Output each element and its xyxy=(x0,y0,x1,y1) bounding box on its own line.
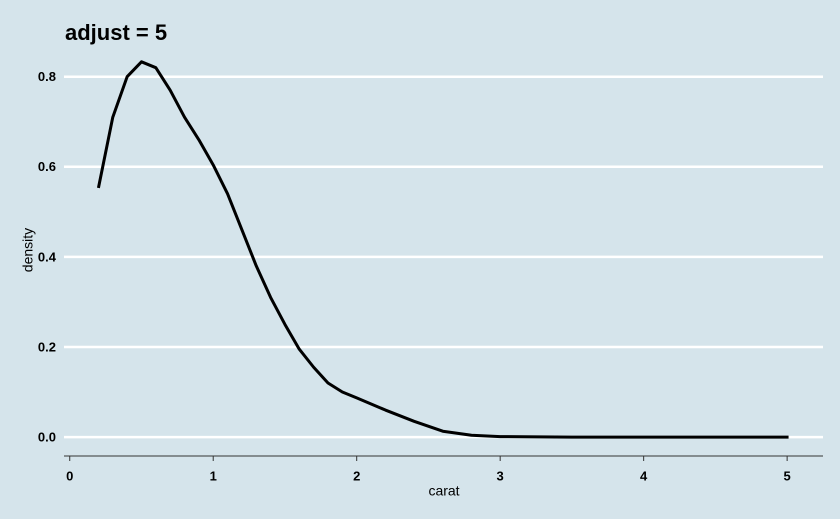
y-tick-label: 0.0 xyxy=(38,430,56,445)
y-axis-label: density xyxy=(20,228,36,272)
x-tick-label: 4 xyxy=(640,468,648,483)
x-tick-label: 1 xyxy=(210,468,217,483)
density-line xyxy=(96,60,789,439)
x-tick-label: 3 xyxy=(497,468,504,483)
x-tick-label: 5 xyxy=(784,468,791,483)
y-tick-label: 0.4 xyxy=(38,249,57,264)
x-axis-label: carat xyxy=(428,483,459,499)
x-tick-label: 2 xyxy=(353,468,360,483)
y-tick-label: 0.8 xyxy=(38,69,56,84)
y-tick-label: 0.6 xyxy=(38,159,56,174)
x-tick-label: 0 xyxy=(66,468,73,483)
chart-title: adjust = 5 xyxy=(65,20,167,45)
y-tick-label: 0.2 xyxy=(38,339,56,354)
